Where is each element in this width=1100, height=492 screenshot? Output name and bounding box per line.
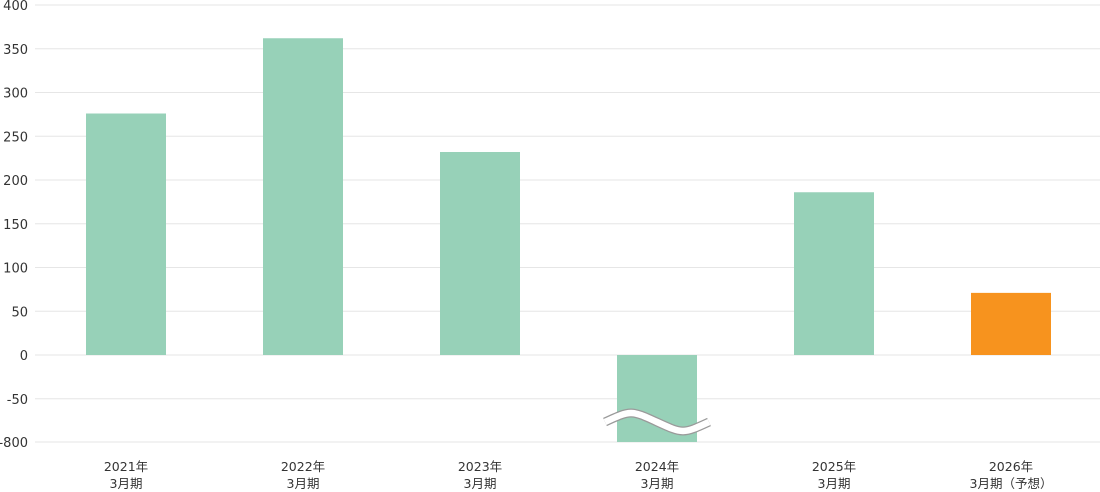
gridlines (35, 4, 1100, 443)
x-category-label: 2026年 (989, 459, 1033, 474)
x-category-label: 3月期 (110, 476, 143, 491)
y-axis-tick-labels: 400 350 300 250 200 150 100 50 0 -50 -800 (0, 0, 28, 451)
y-tick-label: 200 (3, 174, 28, 189)
y-tick-label: 0 (20, 349, 28, 364)
x-category-label: 2021年 (104, 459, 148, 474)
y-tick-label: 50 (11, 305, 28, 320)
y-tick-label: 300 (3, 87, 28, 102)
y-tick-label: -50 (7, 393, 28, 408)
axis-break-band (603, 409, 711, 435)
y-tick-label: 100 (3, 262, 28, 277)
bar-0 (86, 113, 166, 355)
y-tick-label: -800 (0, 436, 28, 451)
axis-break-marker (603, 408, 711, 436)
bar-4 (794, 192, 874, 355)
x-category-label: 3月期（予想） (970, 476, 1053, 491)
x-category-label: 3月期 (464, 476, 497, 491)
y-tick-label: 350 (3, 43, 28, 58)
x-category-label: 3月期 (641, 476, 674, 491)
bar-5 (971, 292, 1051, 355)
y-tick-label: 150 (3, 218, 28, 233)
bar-2 (440, 152, 520, 355)
x-category-label: 3月期 (818, 476, 851, 491)
x-category-label: 2023年 (458, 459, 502, 474)
x-category-label: 2025年 (812, 459, 856, 474)
x-axis-category-labels: 2021年 3月期 2022年 3月期 2023年 3月期 2024年 3月期 2025年 3月期… (104, 459, 1053, 491)
x-category-label: 2022年 (281, 459, 325, 474)
x-category-label: 3月期 (287, 476, 320, 491)
x-category-label: 2024年 (635, 459, 679, 474)
y-tick-label: 250 (3, 130, 28, 145)
bar-1 (263, 38, 343, 355)
y-tick-label: 400 (3, 0, 28, 14)
bars (86, 38, 1051, 442)
